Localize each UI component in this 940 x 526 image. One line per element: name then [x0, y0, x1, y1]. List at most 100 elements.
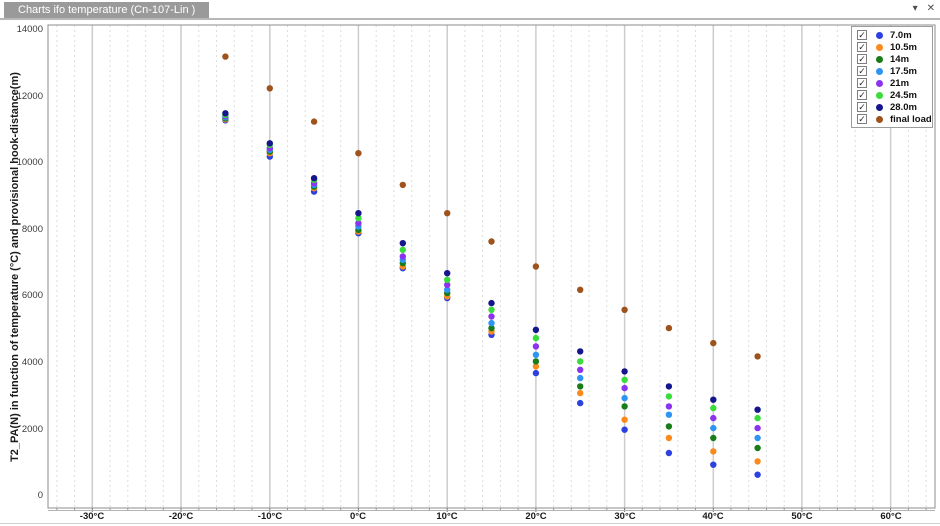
x-tick-label: -20°C [168, 511, 194, 522]
legend-checkbox-7.0m[interactable]: ✓ [857, 30, 867, 40]
point-7.0m [754, 471, 761, 478]
point-14m [621, 403, 628, 410]
point-21m [754, 424, 761, 432]
legend-dot [876, 79, 883, 87]
point-final-load [754, 353, 761, 360]
point-17.5m [754, 434, 761, 442]
point-28.0m [399, 240, 406, 247]
legend-dot [876, 103, 883, 111]
legend: ✓ 7.0m ✓ 10.5m ✓ 14m ✓ 17.5m ✓ 21m ✓ 24.5m ✓ 28.0m ✓ fi… [851, 26, 933, 128]
point-28.0m [266, 140, 273, 147]
point-14m [710, 434, 717, 442]
close-icon[interactable]: ✕ [926, 3, 935, 14]
legend-label: 24.5m [890, 89, 917, 101]
point-17.5m [577, 374, 584, 382]
point-28.0m [577, 348, 584, 355]
x-tick-label: 0°C [350, 511, 366, 522]
chart-tab[interactable]: Charts ifo temperature (Cn-107-Lin ) [4, 2, 210, 18]
legend-checkbox-24.5m[interactable]: ✓ [857, 90, 867, 100]
point-final-load [222, 53, 229, 60]
y-tick-label: 8000 [21, 223, 43, 235]
point-10.5m [621, 416, 628, 423]
legend-label: 14m [890, 53, 910, 65]
legend-label: final load [890, 113, 932, 125]
point-final-load [444, 210, 451, 217]
point-21m [444, 281, 451, 288]
point-21m [665, 403, 673, 410]
point-21m [488, 313, 495, 320]
point-14m [532, 358, 540, 365]
legend-dot [876, 31, 883, 39]
legend-dot [876, 43, 883, 51]
point-24.5m [355, 215, 362, 222]
point-24.5m [532, 334, 540, 342]
legend-row-7.0m: ✓ 7.0m [857, 30, 932, 41]
legend-checkbox-17.5m[interactable]: ✓ [857, 66, 867, 76]
point-final-load [488, 238, 495, 245]
point-7.0m [710, 461, 717, 468]
legend-checkbox-10.5m[interactable]: ✓ [857, 42, 867, 52]
point-24.5m [754, 414, 761, 422]
point-17.5m [710, 424, 717, 432]
point-21m [532, 343, 540, 350]
point-10.5m [665, 434, 673, 442]
y-tick-label: 2000 [21, 423, 43, 435]
point-final-load [621, 306, 628, 313]
legend-checkbox-14m[interactable]: ✓ [857, 54, 867, 64]
point-24.5m [621, 376, 628, 383]
point-final-load [532, 263, 540, 270]
point-7.0m [577, 399, 584, 407]
legend-row-17.5m: ✓ 17.5m [857, 66, 932, 77]
y-tick-label: 6000 [21, 290, 43, 302]
point-17.5m [532, 351, 540, 358]
point-10.5m [577, 389, 584, 397]
y-tick-label: 12000 [16, 90, 43, 102]
legend-checkbox-21m[interactable]: ✓ [857, 78, 867, 88]
y-axis-title: T2_PA(N) in function of temperature (°C)… [9, 71, 21, 462]
x-tick-label: 10°C [436, 511, 458, 522]
point-21m [710, 414, 717, 422]
chart-region: T2_PA(N) in function of temperature (°C)… [0, 20, 940, 526]
x-tick-label: 50°C [791, 511, 813, 522]
tab-bar: Charts ifo temperature (Cn-107-Lin ) ▾ ✕ [0, 0, 940, 19]
window-controls: ▾ ✕ [913, 2, 935, 16]
legend-row-14m: ✓ 14m [857, 54, 932, 65]
x-tick-label: 20°C [525, 511, 547, 522]
y-tick-label: 10000 [16, 157, 43, 169]
x-tick-label: 40°C [702, 511, 724, 522]
point-28.0m [310, 175, 318, 182]
point-final-load [310, 118, 318, 125]
point-28.0m [444, 270, 451, 277]
legend-dot [876, 115, 883, 123]
point-7.0m [665, 449, 673, 457]
point-24.5m [710, 404, 717, 412]
point-17.5m [444, 286, 451, 293]
point-24.5m [665, 393, 673, 400]
y-tick-label: 4000 [21, 357, 43, 369]
point-17.5m [621, 394, 628, 402]
point-24.5m [577, 358, 584, 365]
x-tick-label: 30°C [614, 511, 636, 522]
chevron-down-icon[interactable]: ▾ [912, 3, 918, 14]
point-21m [399, 253, 406, 260]
point-17.5m [665, 411, 673, 418]
legend-checkbox-final-load[interactable]: ✓ [857, 114, 867, 124]
legend-label: 17.5m [890, 65, 917, 77]
point-28.0m [665, 383, 673, 390]
legend-label: 7.0m [890, 29, 912, 41]
point-final-load [665, 324, 673, 332]
legend-checkbox-28.0m[interactable]: ✓ [857, 102, 867, 112]
point-10.5m [754, 458, 761, 465]
point-17.5m [488, 319, 495, 327]
plot-border [47, 24, 936, 509]
point-21m [577, 366, 584, 373]
point-final-load [266, 85, 273, 92]
legend-row-28.0m: ✓ 28.0m [857, 102, 932, 113]
legend-label: 10.5m [890, 41, 917, 53]
point-14m [665, 423, 673, 430]
point-final-load [577, 286, 584, 293]
legend-dot [876, 91, 883, 99]
x-tick-label: -10°C [257, 511, 283, 522]
point-14m [488, 324, 495, 332]
